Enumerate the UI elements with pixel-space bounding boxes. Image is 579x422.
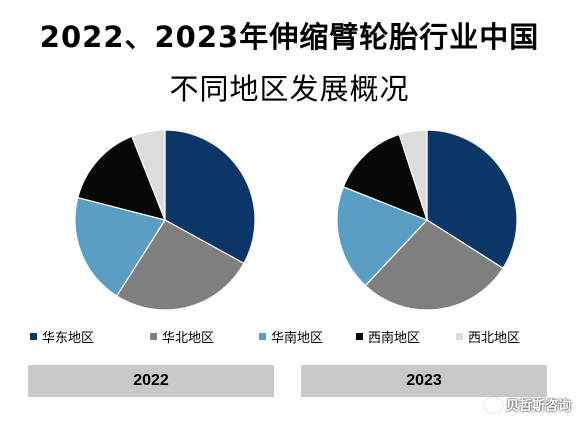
pie-slice-2022-south [74,196,166,297]
legend-swatch-east [30,333,37,340]
year-label-2023: 2023 [301,365,547,397]
pie-slice-2022-north [115,219,245,311]
pie-slice-2022-southwest [77,135,166,221]
year-label-2022: 2022 [28,365,274,397]
pie-2022 [74,129,256,311]
legend-item-east: 华东地区 [30,327,94,346]
legend-swatch-southwest [356,333,363,340]
legend-label-south: 华南地区 [271,331,324,346]
watermark: 贝哲斯咨询 [483,395,571,414]
pie-slice-2023-northwest [398,129,428,221]
legend-item-southwest: 西南地区 [356,327,420,346]
pie-slice-2022-northwest [131,129,166,221]
legend-swatch-northwest [456,333,463,340]
legend-item-north: 华北地区 [150,327,214,346]
pie-2023 [336,129,518,311]
legend-label-northwest: 西北地区 [468,331,521,346]
legend-label-southwest: 西南地区 [368,331,421,346]
legend-swatch-south [259,333,266,340]
chart-title-line-1: 2022、2023年伸缩臂轮胎行业中国 [39,20,540,54]
watermark-text: 贝哲斯咨询 [505,399,571,414]
pie-slice-2023-north [364,219,504,311]
pie-slice-2022-east [164,129,256,265]
legend-label-north: 华北地区 [162,331,215,346]
chart-title-line-2: 不同地区发展概况 [169,72,410,106]
weibo-icon [483,396,503,413]
legend-item-northwest: 西北地区 [456,327,520,346]
legend-swatch-north [150,333,157,340]
legend: 华东地区 华北地区 华南地区 西南地区 西北地区 [30,327,570,347]
legend-label-east: 华东地区 [42,331,95,346]
legend-item-south: 华南地区 [259,327,323,346]
